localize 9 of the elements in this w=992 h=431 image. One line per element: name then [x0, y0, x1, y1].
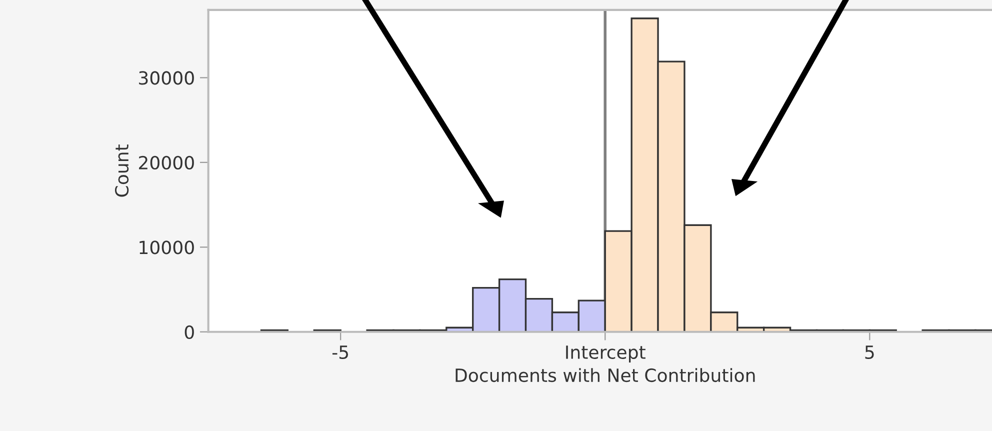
y-tick-label: 0 — [184, 325, 194, 339]
x-axis-title: Documents with Net Contribution — [456, 368, 755, 382]
x-tick-label: Intercept — [566, 346, 646, 363]
y-axis-title: Count — [114, 144, 129, 197]
y-tick-label: 10000 — [140, 240, 194, 254]
y-tick-label: 20000 — [139, 156, 194, 170]
y-tick-label: 30000 — [139, 71, 194, 85]
x-tick-label: -5 — [332, 346, 348, 360]
x-tick-label: 5 — [865, 346, 874, 360]
